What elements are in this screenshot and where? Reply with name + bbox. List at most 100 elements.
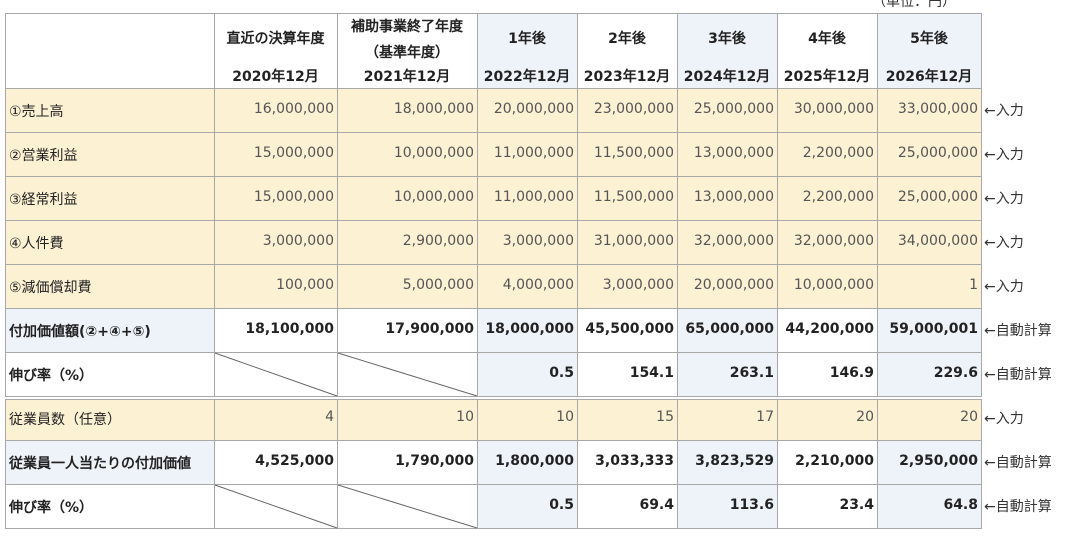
value: 32,000,000 — [693, 233, 774, 249]
diagonal-line — [214, 484, 338, 529]
value: 69.4 — [639, 497, 674, 513]
value: 20 — [856, 409, 874, 425]
value: 10 — [456, 409, 474, 425]
value-cell — [214, 220, 338, 265]
diagonal-line — [214, 352, 338, 397]
value-cell — [337, 88, 478, 133]
value: 10,000,000 — [393, 145, 474, 161]
value: 1,790,000 — [395, 453, 474, 469]
value: 2,900,000 — [402, 233, 474, 249]
value: 34,000,000 — [897, 233, 978, 249]
value: 20,000,000 — [493, 101, 574, 117]
header-cell — [777, 13, 878, 89]
value: 5,000,000 — [402, 277, 474, 293]
value: 2,200,000 — [802, 189, 874, 205]
value-cell — [777, 484, 878, 529]
value: 1,800,000 — [495, 453, 574, 469]
value-cell — [877, 132, 982, 177]
value-cell — [777, 264, 878, 309]
value-cell — [477, 308, 578, 353]
row-label-cell — [5, 399, 215, 441]
value: 11,500,000 — [593, 145, 674, 161]
value: 15,000,000 — [253, 145, 334, 161]
header-label: （基準年度） — [365, 45, 449, 61]
value: 10,000,000 — [793, 277, 874, 293]
value: 10 — [556, 409, 574, 425]
row-label: 伸び率（%） — [9, 500, 94, 516]
value-cell — [777, 88, 878, 133]
value: 16,000,000 — [253, 101, 334, 117]
value: 15 — [656, 409, 674, 425]
row-note: ←自動計算 — [984, 499, 1052, 515]
row-label: ②営業利益 — [9, 148, 78, 164]
row-label-cell — [5, 220, 215, 265]
value-cell — [337, 440, 478, 485]
value: 0.5 — [549, 365, 574, 381]
value: 11,000,000 — [493, 189, 574, 205]
value-cell — [877, 440, 982, 485]
header-date: 2023年12月 — [583, 69, 671, 85]
value-cell — [877, 352, 982, 397]
unit-label: （単位：円） — [872, 0, 956, 10]
value-cell — [477, 352, 578, 397]
row-label: ①売上高 — [9, 104, 64, 120]
value: 25,000,000 — [897, 145, 978, 161]
row-label: 従業員一人当たりの付加価値 — [9, 456, 191, 472]
value: 44,200,000 — [785, 321, 874, 337]
value-cell — [477, 399, 578, 441]
value: 0.5 — [549, 497, 574, 513]
row-label-cell — [5, 484, 215, 529]
header-cell — [337, 13, 478, 89]
value: 64.8 — [943, 497, 978, 513]
value: 15,000,000 — [253, 189, 334, 205]
header-date: 2024年12月 — [683, 69, 771, 85]
row-label-cell — [5, 264, 215, 309]
value-cell — [577, 484, 678, 529]
value: 11,000,000 — [493, 145, 574, 161]
value-cell — [677, 176, 778, 221]
value: 4,000,000 — [502, 277, 574, 293]
header-date: 2022年12月 — [483, 69, 571, 85]
diagonal-line — [337, 484, 478, 529]
value-cell — [677, 484, 778, 529]
value: 154.1 — [629, 365, 674, 381]
value: 229.6 — [933, 365, 978, 381]
value: 23,000,000 — [593, 101, 674, 117]
header-cell — [214, 13, 338, 89]
value-cell — [477, 484, 578, 529]
value-cell — [337, 264, 478, 309]
row-note: ←入力 — [984, 191, 1024, 207]
value: 32,000,000 — [793, 233, 874, 249]
value: 59,000,001 — [889, 321, 978, 337]
header-cell — [477, 13, 578, 89]
row-label: 従業員数（任意） — [9, 412, 121, 428]
row-label: 付加価値額(②+④+⑤) — [9, 324, 151, 340]
value: 45,500,000 — [585, 321, 674, 337]
value-cell — [777, 352, 878, 397]
value-cell — [477, 440, 578, 485]
value: 1 — [969, 277, 978, 293]
value: 10,000,000 — [393, 189, 474, 205]
value-cell — [477, 176, 578, 221]
value-cell — [877, 484, 982, 529]
row-note: ←入力 — [984, 279, 1024, 295]
value-cell — [214, 88, 338, 133]
header-date: 2025年12月 — [783, 69, 871, 85]
row-note: ←入力 — [984, 411, 1024, 427]
value-cell — [214, 399, 338, 441]
header-label: 2年後 — [608, 31, 646, 47]
value: 17 — [756, 409, 774, 425]
row-note: ←入力 — [984, 235, 1024, 251]
value-cell — [214, 308, 338, 353]
header-label: 5年後 — [910, 31, 948, 47]
header-label: 1年後 — [508, 31, 546, 47]
row-note: ←自動計算 — [984, 323, 1052, 339]
value: 20,000,000 — [693, 277, 774, 293]
row-label: 伸び率（%） — [9, 368, 94, 384]
diagonal-line — [337, 352, 478, 397]
value: 3,000,000 — [602, 277, 674, 293]
row-label: ④人件費 — [9, 236, 64, 252]
value: 2,210,000 — [795, 453, 874, 469]
